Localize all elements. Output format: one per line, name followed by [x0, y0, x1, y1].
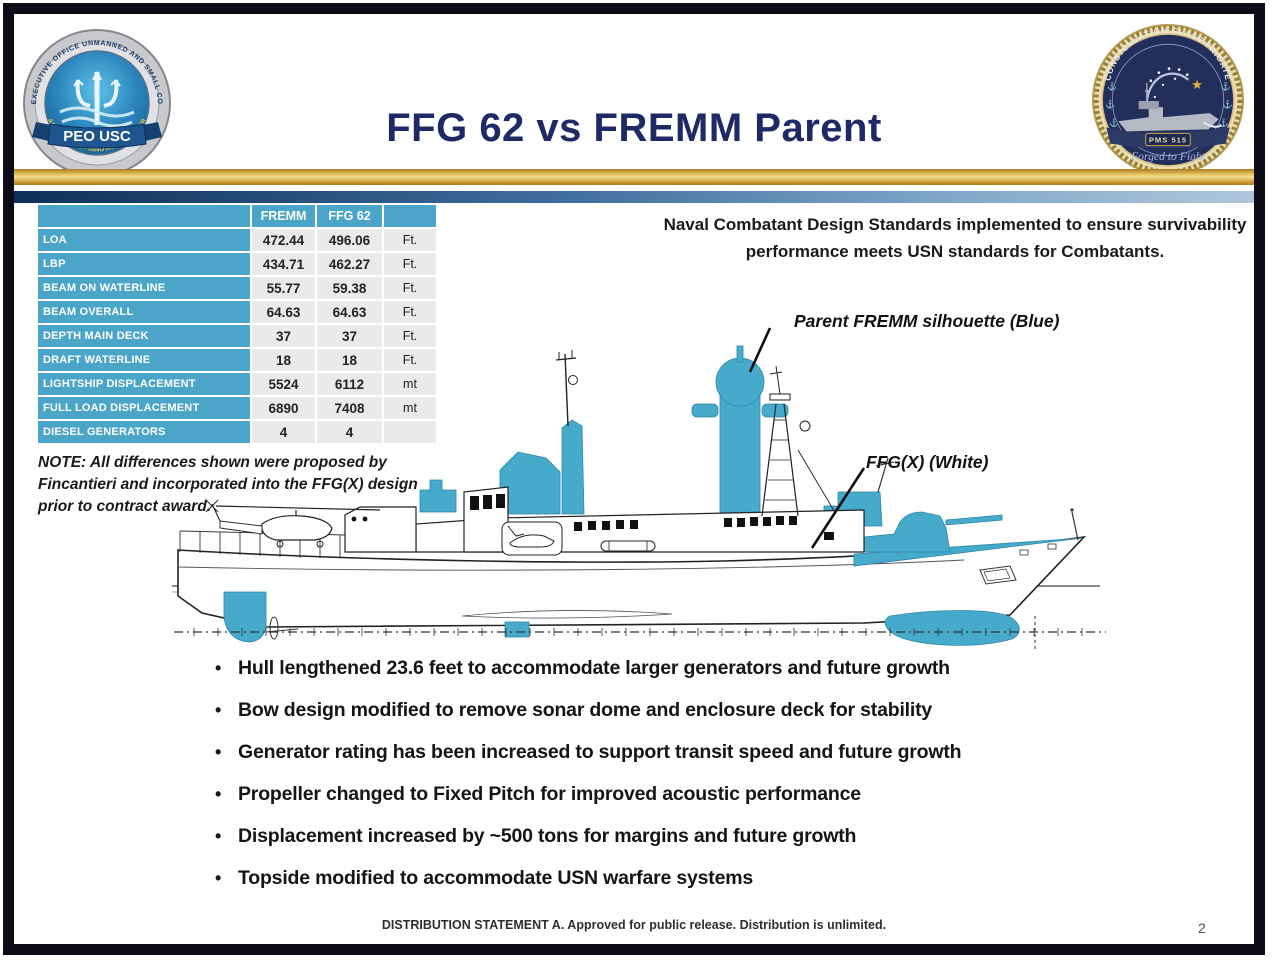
table-row: LIGHTSHIP DISPLACEMENT 5524 6112 mt — [38, 373, 436, 395]
spec-table: FREMM FFG 62 LOA 472.44 496.06 Ft. LBP 434.71… — [38, 205, 436, 445]
table-cell-ffg62: 496.06 — [317, 229, 382, 251]
table-cell-unit: Ft. — [384, 325, 436, 347]
table-cell-ffg62: 18 — [317, 349, 382, 371]
table-row: BEAM ON WATERLINE 55.77 59.38 Ft. — [38, 277, 436, 299]
table-cell-fremm: 5524 — [252, 373, 315, 395]
helicopter-icon — [205, 499, 381, 548]
constellation-motto: Forged to Fight — [1130, 150, 1206, 163]
table-cell-label: BEAM OVERALL — [38, 301, 250, 323]
svg-text:⚓: ⚓ — [1109, 117, 1119, 127]
fremm-annotation: Parent FREMM silhouette (Blue) — [794, 311, 1060, 331]
table-cell-unit: mt — [384, 397, 436, 419]
svg-text:⚓: ⚓ — [1223, 99, 1233, 109]
bullet-item: Topside modified to accommodate USN warf… — [210, 866, 1110, 890]
table-cell-ffg62: 37 — [317, 325, 382, 347]
table-cell-ffg62: 59.38 — [317, 277, 382, 299]
table-row: DRAFT WATERLINE 18 18 Ft. — [38, 349, 436, 371]
bullet-item: Generator rating has been increased to s… — [210, 740, 1110, 764]
table-cell-fremm: 18 — [252, 349, 315, 371]
table-cell-label: BEAM ON WATERLINE — [38, 277, 250, 299]
comet-star-icon: ★ — [1191, 77, 1203, 92]
header-cell-blank — [38, 205, 250, 227]
table-cell-fremm: 64.63 — [252, 301, 315, 323]
table-cell-label: DRAFT WATERLINE — [38, 349, 250, 371]
fincantieri-note: NOTE: All differences shown were propose… — [38, 454, 418, 515]
pms-banner: PMS 515 — [1145, 132, 1191, 147]
peo-banner: PEO USC — [32, 122, 162, 149]
baseline — [174, 616, 1106, 652]
table-cell-ffg62: 462.27 — [317, 253, 382, 275]
window-details — [351, 494, 834, 540]
table-cell-label: DEPTH MAIN DECK — [38, 325, 250, 347]
table-cell-ffg62: 7408 — [317, 397, 382, 419]
table-cell-unit: Ft. — [384, 277, 436, 299]
table-cell-label: LOA — [38, 229, 250, 251]
table-cell-label: LBP — [38, 253, 250, 275]
header-cell-fremm: FREMM — [252, 205, 315, 227]
fremm-underwater — [223, 591, 1020, 646]
table-cell-label: FULL LOAD DISPLACEMENT — [38, 397, 250, 419]
table-cell-fremm: 472.44 — [252, 229, 315, 251]
comet-trail — [1145, 72, 1189, 104]
svg-text:⚓: ⚓ — [1219, 117, 1229, 127]
svg-text:⚓: ⚓ — [1221, 81, 1231, 91]
slide-content: PROGRAM EXECUTIVE OFFICE UNMANNED AND SM… — [14, 14, 1254, 944]
fremm-leader-line — [748, 327, 772, 373]
page-number: 2 — [1198, 920, 1206, 936]
table-cell-ffg62: 64.63 — [317, 301, 382, 323]
table-cell-fremm: 37 — [252, 325, 315, 347]
table-cell-unit: Ft. — [384, 349, 436, 371]
bullet-item: Hull lengthened 23.6 feet to accommodate… — [210, 656, 1110, 680]
table-cell-unit: Ft. — [384, 301, 436, 323]
table-cell-fremm: 4 — [252, 421, 315, 443]
page-title: FFG 62 vs FREMM Parent — [386, 106, 882, 150]
spec-table-header: FREMM FFG 62 — [38, 205, 436, 227]
blue-divider-bar — [14, 191, 1254, 203]
spec-table-rows: LOA 472.44 496.06 Ft. LBP 434.71 462.27 Ft. BEAM… — [38, 229, 436, 445]
table-cell-label: DIESEL GENERATORS — [38, 421, 250, 443]
table-row: DIESEL GENERATORS 4 4 — [38, 421, 436, 443]
peo-usc-seal: PROGRAM EXECUTIVE OFFICE UNMANNED AND SM… — [22, 28, 171, 177]
table-cell-ffg62: 6112 — [317, 373, 382, 395]
table-row: LBP 434.71 462.27 Ft. — [38, 253, 436, 275]
svg-text:⚓: ⚓ — [1107, 81, 1117, 91]
ship-diagram-svg — [172, 327, 1106, 652]
svg-text:PMS 515: PMS 515 — [1149, 136, 1187, 145]
ffgx-leader-line — [810, 467, 866, 549]
table-row: LOA 472.44 496.06 Ft. — [38, 229, 436, 251]
table-row: FULL LOAD DISPLACEMENT 6890 7408 mt — [38, 397, 436, 419]
standards-note: Naval Combatant Design Standards impleme… — [663, 215, 1247, 262]
distribution-statement: DISTRIBUTION STATEMENT A. Approved for p… — [381, 918, 887, 932]
gold-divider-bar — [14, 169, 1254, 185]
ffgx-annotation: FFG(X) (White) — [866, 452, 989, 472]
constellation-seal: CONSTELLATION CLASS FRIGATE ⚓⚓⚓ ⚓⚓⚓ ★ PM… — [1092, 24, 1244, 176]
table-row: DEPTH MAIN DECK 37 37 Ft. — [38, 325, 436, 347]
masts — [555, 350, 895, 517]
table-cell-fremm: 434.71 — [252, 253, 315, 275]
table-cell-fremm: 6890 — [252, 397, 315, 419]
svg-text:⚓: ⚓ — [1105, 99, 1115, 109]
header-cell-ffg62: FFG 62 — [317, 205, 382, 227]
bullet-item: Propeller changed to Fixed Pitch for imp… — [210, 782, 1110, 806]
bullet-item: Bow design modified to remove sonar dome… — [210, 698, 1110, 722]
table-cell-label: LIGHTSHIP DISPLACEMENT — [38, 373, 250, 395]
anchor-icons: ⚓ ⚓ ⚓ ⚓ ⚓ ⚓ — [1105, 81, 1233, 127]
table-cell-fremm: 55.77 — [252, 277, 315, 299]
table-cell-unit: mt — [384, 373, 436, 395]
table-cell-unit: Ft. — [384, 253, 436, 275]
table-cell-unit — [384, 421, 436, 443]
table-cell-ffg62: 4 — [317, 421, 382, 443]
header-cell-unit — [384, 205, 436, 227]
table-cell-unit: Ft. — [384, 229, 436, 251]
slide-frame: PROGRAM EXECUTIVE OFFICE UNMANNED AND SM… — [3, 3, 1265, 955]
trident-icon — [73, 71, 121, 125]
bullet-list: Hull lengthened 23.6 feet to accommodate… — [210, 656, 1110, 908]
table-row: BEAM OVERALL 64.63 64.63 Ft. — [38, 301, 436, 323]
svg-text:PEO USC: PEO USC — [63, 128, 131, 145]
bullet-item: Displacement increased by ~500 tons for … — [210, 824, 1110, 848]
